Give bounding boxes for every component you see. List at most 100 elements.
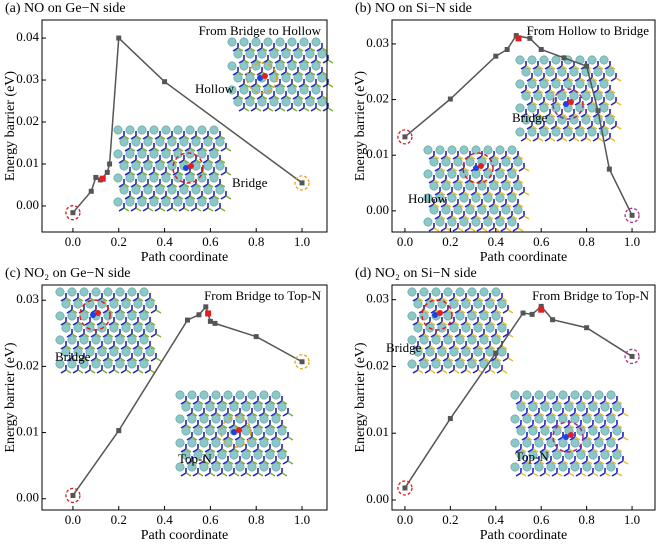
atom <box>540 450 550 460</box>
bond <box>424 369 431 374</box>
bond <box>267 59 274 64</box>
atom <box>435 145 445 155</box>
bond <box>65 345 72 350</box>
bond <box>460 297 467 302</box>
bond <box>273 47 280 52</box>
bond <box>515 400 522 405</box>
bond <box>501 297 508 302</box>
marker <box>584 325 590 331</box>
highlight-marker <box>515 35 522 42</box>
bond <box>282 460 289 465</box>
bond <box>291 107 298 112</box>
bond <box>101 297 108 302</box>
bond <box>580 113 587 118</box>
y-tick-label: 0.00 <box>16 490 39 505</box>
bond <box>107 309 114 314</box>
bond <box>291 83 298 88</box>
bond <box>439 215 446 220</box>
bond <box>119 309 126 314</box>
atom <box>287 85 297 95</box>
bond <box>141 195 148 200</box>
atom <box>203 161 213 171</box>
atom <box>539 127 549 137</box>
bond <box>489 369 496 374</box>
bond <box>526 412 533 417</box>
bond <box>440 179 447 184</box>
atom <box>570 438 580 448</box>
bond <box>500 203 507 208</box>
bond <box>562 412 569 417</box>
atom <box>125 125 135 135</box>
atom <box>275 37 285 47</box>
bond <box>488 227 495 232</box>
bond <box>429 321 436 326</box>
bond <box>264 448 271 453</box>
atom <box>259 390 269 400</box>
bond <box>257 448 264 453</box>
bond <box>190 183 197 188</box>
atom <box>557 115 567 125</box>
bond <box>102 309 109 314</box>
bond <box>610 436 617 441</box>
atom <box>115 287 125 297</box>
atom <box>599 79 609 89</box>
bond <box>78 333 85 338</box>
bond <box>433 203 440 208</box>
atom <box>241 402 251 412</box>
bond <box>208 147 215 152</box>
bond <box>192 400 199 405</box>
bond <box>457 155 464 160</box>
bond <box>274 59 281 64</box>
atom <box>516 426 526 436</box>
bond <box>279 59 286 64</box>
bond <box>520 448 527 453</box>
bond <box>255 59 262 64</box>
inset-structure <box>113 125 232 212</box>
bond <box>220 195 227 200</box>
atom <box>513 157 523 167</box>
bond <box>171 207 178 212</box>
bond <box>537 137 544 142</box>
atom <box>515 103 525 113</box>
bond <box>71 333 78 338</box>
bond <box>249 71 256 76</box>
bond <box>598 436 605 441</box>
atom <box>199 390 209 400</box>
bond <box>436 369 443 374</box>
atom <box>127 359 137 369</box>
bond <box>120 297 127 302</box>
bond <box>533 436 540 441</box>
atom <box>497 323 507 333</box>
bond <box>185 448 192 453</box>
atom <box>473 347 483 357</box>
atom <box>582 462 592 472</box>
bond <box>599 400 606 405</box>
bond <box>227 412 234 417</box>
bond <box>442 333 449 338</box>
bond <box>252 448 259 453</box>
bond <box>512 227 519 232</box>
bond <box>599 448 606 453</box>
atom <box>187 462 197 472</box>
bond <box>316 71 323 76</box>
bond <box>244 95 251 100</box>
bond <box>292 71 299 76</box>
bond <box>315 59 322 64</box>
bond <box>568 89 575 94</box>
bond <box>126 333 133 338</box>
endpoint-circle <box>397 480 413 496</box>
bond <box>417 345 424 350</box>
x-axis-label: Path coordinate <box>480 528 567 543</box>
bond <box>604 65 611 70</box>
atom <box>187 438 197 448</box>
bond <box>412 345 419 350</box>
bond <box>77 345 84 350</box>
atom <box>461 323 471 333</box>
bond <box>138 333 145 338</box>
bond <box>544 89 551 94</box>
atom <box>533 67 543 77</box>
atom <box>293 73 303 83</box>
bond <box>569 436 576 441</box>
bond <box>190 207 197 212</box>
bond <box>180 424 187 429</box>
